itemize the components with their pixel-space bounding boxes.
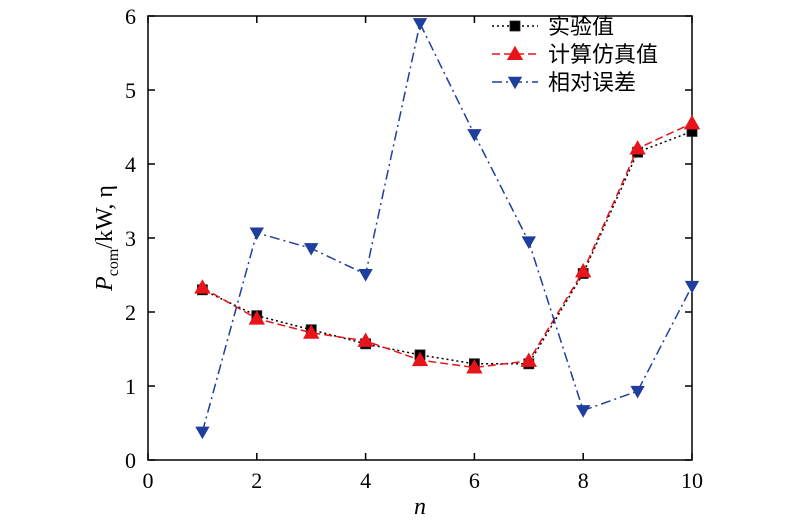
y-axis-title-subscript: com xyxy=(105,248,122,276)
data-point xyxy=(521,236,536,250)
y-axis-title-base: P xyxy=(92,276,118,292)
y-tick-label: 1 xyxy=(125,374,136,399)
data-point xyxy=(304,243,319,256)
series-line xyxy=(201,21,693,433)
data-point xyxy=(411,351,429,367)
legend-marker xyxy=(509,20,521,32)
y-tick-label: 6 xyxy=(125,4,136,29)
data-point xyxy=(576,405,591,418)
series-layer xyxy=(194,18,701,440)
legend-item-3: 相对误差 xyxy=(492,71,636,96)
data-point xyxy=(194,279,211,294)
legend-label: 计算仿真值 xyxy=(548,43,658,68)
data-point xyxy=(575,262,592,278)
x-tick-label: 10 xyxy=(681,468,703,493)
data-point xyxy=(412,18,428,31)
x-tick-label: 6 xyxy=(469,468,480,493)
legend-label: 实验值 xyxy=(548,15,614,40)
data-point xyxy=(195,426,210,440)
legend-label: 相对误差 xyxy=(548,71,636,96)
axis-titles: n Pcom/kW, η xyxy=(92,185,426,520)
y-tick-label: 0 xyxy=(125,448,136,473)
data-point xyxy=(249,227,264,241)
data-point xyxy=(629,140,646,155)
data-point xyxy=(683,114,701,130)
data-point xyxy=(248,310,265,325)
data-point xyxy=(520,352,537,367)
data-point xyxy=(357,332,374,347)
series-1 xyxy=(196,126,698,370)
y-tick-label: 5 xyxy=(125,78,136,103)
x-tick-label: 8 xyxy=(578,468,589,493)
data-point xyxy=(358,268,373,282)
y-axis-title-suffix: /kW, η xyxy=(92,185,118,249)
data-point xyxy=(630,385,645,399)
legend-item-1: 实验值 xyxy=(492,15,614,40)
series-3 xyxy=(195,18,700,440)
legend-marker xyxy=(506,45,524,61)
data-point xyxy=(303,324,320,339)
axes: 0 2 4 6 8 10 0 1 2 3 4 5 6 xyxy=(125,4,703,493)
series-line xyxy=(202,122,693,369)
x-axis-title: n xyxy=(414,494,426,520)
y-tick-label: 2 xyxy=(125,300,136,325)
series-2 xyxy=(194,114,701,374)
legend-item-2: 计算仿真值 xyxy=(492,43,658,68)
y-tick-label: 3 xyxy=(125,226,136,251)
y-axis-title: Pcom/kW, η xyxy=(92,185,122,292)
y-tick-label: 4 xyxy=(125,152,136,177)
legend-marker xyxy=(507,76,523,90)
x-tick-label: 0 xyxy=(143,468,154,493)
x-tick-label: 4 xyxy=(360,468,371,493)
data-point xyxy=(467,129,482,142)
data-point xyxy=(466,359,483,374)
data-point xyxy=(684,280,700,294)
series-line xyxy=(202,130,693,365)
x-tick-label: 2 xyxy=(251,468,262,493)
